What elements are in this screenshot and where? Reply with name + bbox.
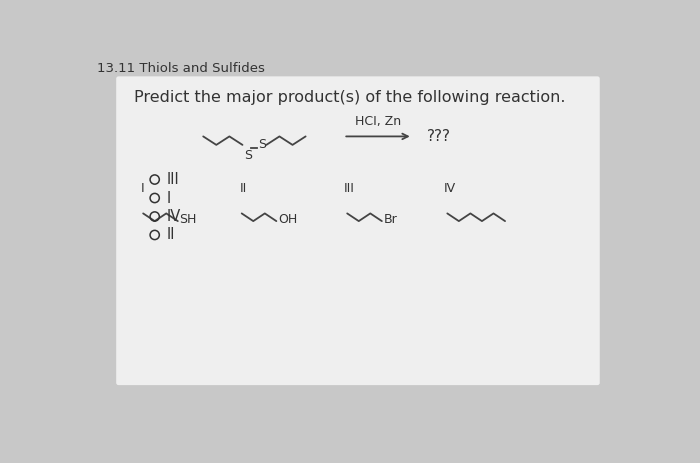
Text: II: II bbox=[239, 182, 246, 195]
Text: III: III bbox=[167, 172, 180, 187]
Text: S: S bbox=[258, 138, 266, 150]
Text: 13.11 Thiols and Sulfides: 13.11 Thiols and Sulfides bbox=[97, 62, 265, 75]
Text: OH: OH bbox=[278, 213, 297, 226]
Text: Predict the major product(s) of the following reaction.: Predict the major product(s) of the foll… bbox=[134, 90, 566, 105]
Text: SH: SH bbox=[179, 213, 197, 226]
Text: ???: ??? bbox=[426, 129, 451, 144]
Text: HCI, Zn: HCI, Zn bbox=[355, 115, 401, 128]
Text: IV: IV bbox=[167, 209, 181, 224]
Text: S: S bbox=[244, 149, 252, 162]
Text: Br: Br bbox=[384, 213, 397, 226]
FancyBboxPatch shape bbox=[116, 76, 600, 385]
Text: IV: IV bbox=[444, 182, 456, 195]
Text: II: II bbox=[167, 227, 176, 243]
Text: III: III bbox=[343, 182, 354, 195]
Text: I: I bbox=[141, 182, 144, 195]
Text: I: I bbox=[167, 190, 172, 206]
